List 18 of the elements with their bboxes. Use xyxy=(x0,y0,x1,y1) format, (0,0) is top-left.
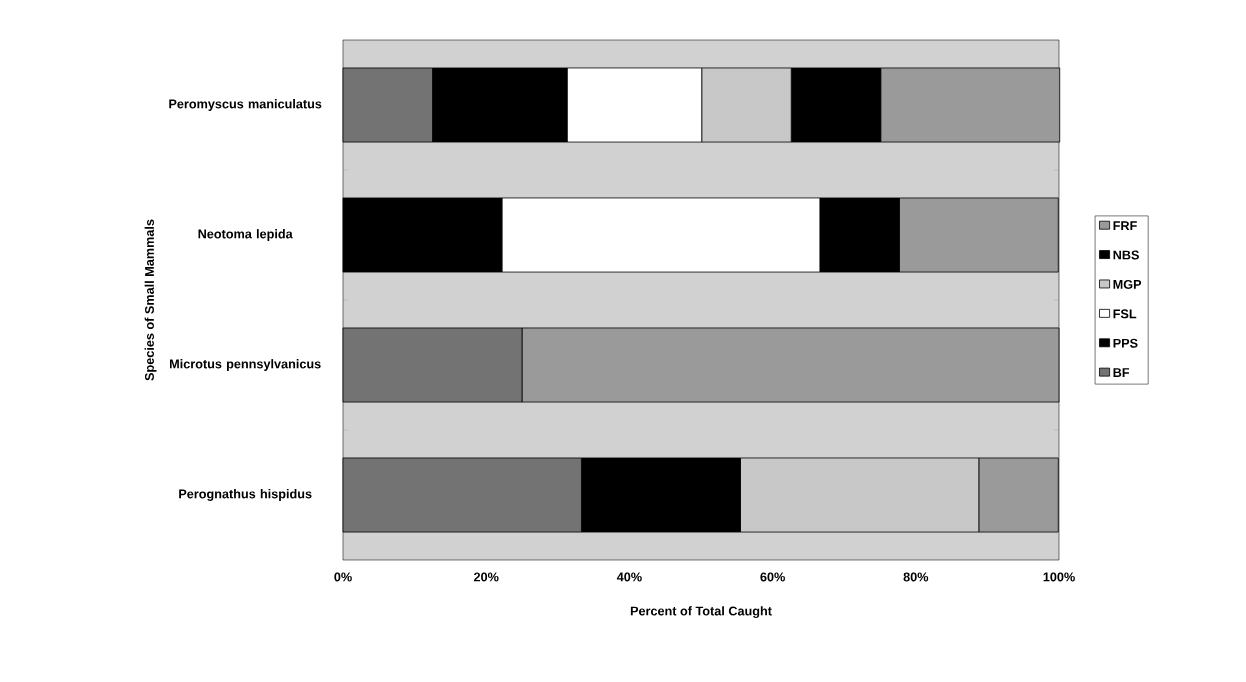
x-axis-title: Percent of Total Caught xyxy=(630,606,772,619)
legend-label: PPS xyxy=(1113,338,1138,348)
legend-label: FRF xyxy=(1113,221,1137,230)
legend-label: MGP xyxy=(1113,279,1142,289)
x-tick-label: 60% xyxy=(760,572,785,582)
y-tick-label: Peromyscus maniculatus xyxy=(169,99,322,111)
legend-label: FSL xyxy=(1113,309,1137,319)
x-tick-label: 40% xyxy=(616,572,642,582)
y-tick-label: Perognathus hispidus xyxy=(179,489,312,501)
x-tick-label: 0% xyxy=(334,572,352,582)
x-tick-label: 100% xyxy=(1043,572,1075,582)
y-axis-title: Species of Small Mammals xyxy=(144,219,157,381)
x-tick-label: 80% xyxy=(903,572,929,582)
legend-label: NBS xyxy=(1113,250,1139,260)
y-tick-label: Microtus pennsylvanicus xyxy=(170,359,321,371)
y-tick-label: Neotoma lepida xyxy=(198,229,293,241)
legend-label: BF xyxy=(1113,368,1130,377)
x-tick-label: 20% xyxy=(473,572,499,582)
